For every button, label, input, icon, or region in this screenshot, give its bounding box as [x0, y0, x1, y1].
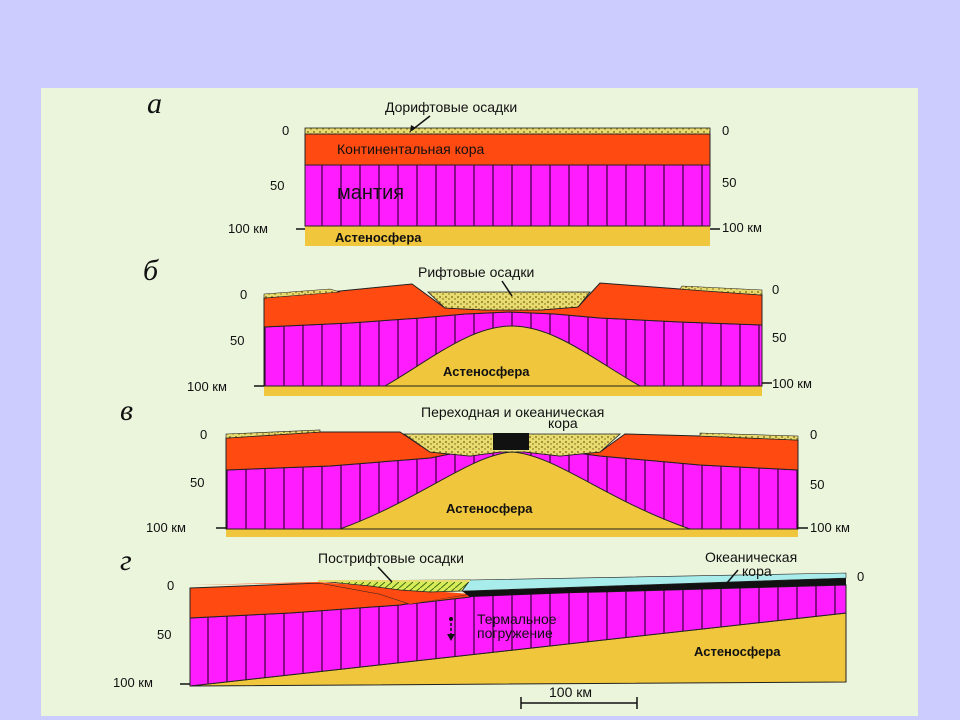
depth-right-100: 100 км: [810, 520, 850, 535]
scale-bar: 100 км: [520, 684, 638, 709]
oceanic-crust-label-line1: Океаническая: [705, 549, 797, 565]
asthenosphere-label: Астеносфера: [335, 230, 422, 245]
pre-rift-sediments-label: Дорифтовые осадки: [385, 99, 517, 115]
depth-left-100: 100 км: [228, 221, 268, 236]
pre-rift-sediment-layer: [304, 127, 711, 135]
depth-right-50: 50: [810, 477, 824, 492]
depth-left-100: 100 км: [113, 675, 153, 690]
asthenosphere-label: Астеносфера: [446, 501, 533, 516]
stage-v: в Переходная и океаническая кора Астенос…: [120, 394, 850, 537]
subsidence-arrow-icon: [447, 617, 455, 641]
transitional-crust-label-line2: кора: [548, 415, 578, 431]
continental-crust-layer: [304, 133, 711, 166]
depth-left-100: 100 км: [146, 520, 186, 535]
stage-g: г Пострифтовые осадки Океаническая кора …: [113, 544, 864, 709]
asthenosphere-layer: [305, 226, 710, 246]
oceanic-crust-layer: [462, 578, 846, 597]
asthenosphere-label: Астеносфера: [443, 364, 530, 379]
stage-a: а Дорифтовые осадки Континентальная кора…: [147, 87, 762, 246]
stage-v-letter: в: [120, 394, 133, 427]
rift-sediment-fill: [426, 291, 591, 311]
stage-g-letter: г: [120, 544, 132, 577]
depth-left-50: 50: [230, 333, 244, 348]
transitional-oceanic-crust-block: [493, 433, 529, 450]
depth-left-50: 50: [190, 475, 204, 490]
thermal-subsidence-label-line2: погружение: [477, 625, 553, 641]
stage-b-letter: б: [143, 254, 159, 287]
depth-right-0: 0: [857, 569, 864, 584]
asthenosphere-label: Астеносфера: [694, 644, 781, 659]
transitional-crust-label-line1: Переходная и океаническая: [421, 404, 604, 420]
rift-sediments-label: Рифтовые осадки: [418, 264, 534, 280]
depth-right-50: 50: [772, 330, 786, 345]
post-rift-sediments-label: Пострифтовые осадки: [318, 550, 464, 566]
asthenosphere-dome: [383, 325, 642, 387]
scale-bar-label: 100 км: [549, 684, 592, 700]
depth-right-0: 0: [810, 427, 817, 442]
depth-right-100: 100 км: [722, 220, 762, 235]
depth-left-50: 50: [270, 178, 284, 193]
thermal-subsidence-label-line1: Термальное: [477, 611, 557, 627]
stage-b: б Рифтовые осадки Астеносфера 0 50 100 к…: [143, 254, 812, 396]
asthenosphere-base: [264, 384, 762, 396]
depth-left-0: 0: [282, 123, 289, 138]
depth-right-0: 0: [722, 123, 729, 138]
stage-a-letter: а: [147, 87, 162, 120]
mantle-layer: [304, 164, 711, 227]
depth-left-0: 0: [200, 427, 207, 442]
mantle-label: мантия: [337, 182, 404, 204]
depth-right-0: 0: [772, 282, 779, 297]
depth-right-100: 100 км: [772, 376, 812, 391]
continental-crust-label: Континентальная кора: [337, 141, 485, 157]
depth-right-50: 50: [722, 175, 736, 190]
depth-left-0: 0: [240, 287, 247, 302]
depth-left-100: 100 км: [187, 379, 227, 394]
oceanic-crust-label-line2: кора: [742, 563, 772, 579]
depth-left-50: 50: [157, 627, 171, 642]
depth-left-0: 0: [167, 578, 174, 593]
